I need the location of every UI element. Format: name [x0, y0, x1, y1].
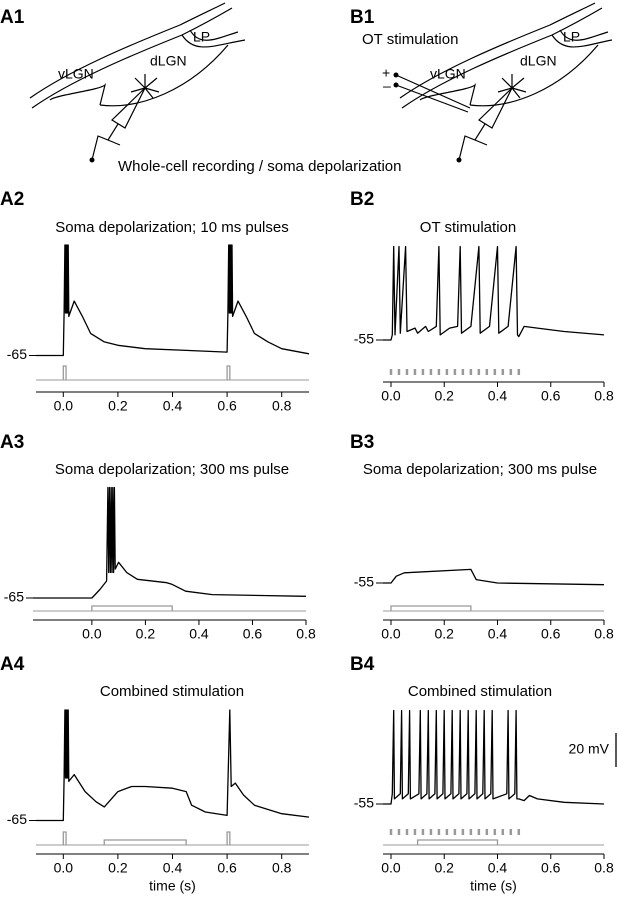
electrode	[393, 82, 399, 88]
caption: OT stimulation	[362, 31, 458, 48]
panel-label: B1	[350, 7, 375, 28]
polarity: –	[383, 78, 391, 94]
stimulus-pulse	[226, 365, 231, 380]
x-tick-label: 0.2	[108, 860, 128, 876]
electrode	[89, 157, 95, 163]
x-tick-label: 0.2	[108, 398, 128, 414]
panel-label: A4	[0, 654, 25, 675]
region-label: dLGN	[150, 53, 187, 69]
x-tick-label: 0.4	[163, 398, 183, 414]
y-tick-label: -55	[354, 331, 374, 347]
x-tick-label: 0.8	[272, 398, 292, 414]
stimulus-step	[390, 605, 472, 611]
x-tick-label: 0.8	[296, 626, 316, 642]
x-tick-label: 0.4	[488, 860, 508, 876]
chart-title: Combined stimulation	[100, 683, 244, 700]
electrode	[393, 72, 399, 78]
panel: A3 Soma depolarization; 300 ms pulse 0.0 0.…	[0, 432, 316, 642]
chart-title: Soma depolarization; 300 ms pulse	[55, 461, 289, 478]
region-label: vLGN	[430, 66, 466, 82]
x-tick-label: 0.4	[189, 626, 209, 642]
x-tick-label: 0.2	[136, 626, 156, 642]
neuron	[497, 74, 527, 99]
x-tick-label: 0.0	[54, 398, 74, 414]
voltage-trace	[36, 244, 310, 357]
neuron	[130, 74, 160, 99]
panel-label: B2	[350, 189, 374, 210]
voltage-trace	[383, 568, 605, 586]
schematic-b1: B1 + – OT stimulation LP vLGN dLGN	[350, 2, 613, 163]
panel-label: A2	[0, 189, 24, 210]
x-tick-label: 0.0	[54, 860, 74, 876]
outline	[29, 2, 233, 109]
region-label: vLGN	[58, 66, 94, 82]
schematic-a1: A1 LP vLGN dLGN Whole-cell recording / s…	[0, 2, 401, 175]
outline	[419, 29, 613, 107]
x-tick-label: 0.0	[381, 388, 401, 404]
stimulus-pulse	[62, 365, 67, 380]
voltage-trace	[33, 486, 307, 599]
pipette	[91, 87, 146, 161]
y-tick-label: -55	[354, 795, 374, 811]
stimulating-electrode	[395, 74, 471, 113]
chart-title: Soma depolarization; 300 ms pulse	[363, 461, 597, 478]
electrode	[456, 157, 462, 163]
x-tick-label: 0.2	[435, 860, 455, 876]
panel: A2 Soma depolarization; 10 ms pulses 0.0 0.…	[0, 189, 310, 414]
stimulus-pulse	[62, 831, 67, 845]
x-tick-label: 0.6	[541, 388, 561, 404]
pipette	[458, 87, 513, 161]
y-tick-label: -65	[7, 346, 27, 362]
x-tick-label: 0.2	[435, 388, 455, 404]
chart-title: Combined stimulation	[408, 683, 552, 700]
region-label: LP	[563, 29, 580, 45]
region-label: dLGN	[520, 53, 557, 69]
scale-bar-label: 20 mV	[569, 741, 610, 757]
x-tick-label: 0.2	[435, 626, 455, 642]
panel-label: A1	[0, 7, 25, 28]
outline	[49, 29, 246, 107]
x-tick-label: 0.6	[541, 860, 561, 876]
x-tick-label: 0.6	[217, 398, 237, 414]
x-tick-label: 0.8	[594, 626, 614, 642]
region-label: LP	[193, 29, 210, 45]
stimulus-step	[416, 839, 499, 845]
voltage-trace	[36, 709, 310, 822]
x-tick-label: 0.0	[381, 860, 401, 876]
x-tick-label: 0.6	[217, 860, 237, 876]
panel: B2 OT stimulation 0.0 0.2 0.4 0.6 0.8 -55	[350, 189, 614, 404]
panel: A4 Combined stimulation 0.0 0.2 0.4 0.6 0.8 tim…	[0, 654, 310, 894]
stimulus-step	[103, 839, 187, 845]
polarity: +	[382, 65, 390, 81]
x-tick-label: 0.6	[243, 626, 263, 642]
outline	[399, 2, 603, 109]
caption: Whole-cell recording / soma depolarizati…	[118, 158, 401, 175]
x-tick-label: 0.4	[488, 388, 508, 404]
x-tick-label: 0.8	[272, 860, 292, 876]
panel-label: B4	[350, 654, 375, 675]
x-tick-label: 0.8	[594, 388, 614, 404]
panel-label: A3	[0, 432, 24, 453]
x-tick-label: 0.8	[594, 860, 614, 876]
y-tick-label: -55	[354, 574, 374, 590]
voltage-trace	[383, 245, 605, 341]
chart-title: OT stimulation	[420, 219, 516, 236]
x-tick-label: 0.4	[488, 626, 508, 642]
stimulus-pulse	[226, 831, 231, 845]
panel: B3 Soma depolarization; 300 ms pulse 0.0 0.…	[350, 432, 614, 642]
panel: B4 Combined stimulation 0.0 0.2 0.4 0.6 0.8 tim…	[350, 654, 617, 894]
x-tick-label: 0.0	[381, 626, 401, 642]
x-tick-label: 0.6	[541, 626, 561, 642]
x-tick-label: 0.0	[82, 626, 102, 642]
voltage-trace	[383, 709, 605, 805]
y-tick-label: -65	[7, 811, 27, 827]
chart-title: Soma depolarization; 10 ms pulses	[55, 219, 288, 236]
stimulus-step	[91, 605, 173, 611]
x-axis-label: time (s)	[149, 878, 196, 894]
x-tick-label: 0.4	[163, 860, 183, 876]
panel-label: B3	[350, 432, 374, 453]
y-tick-label: -65	[4, 589, 24, 605]
x-axis-label: time (s)	[470, 878, 517, 894]
